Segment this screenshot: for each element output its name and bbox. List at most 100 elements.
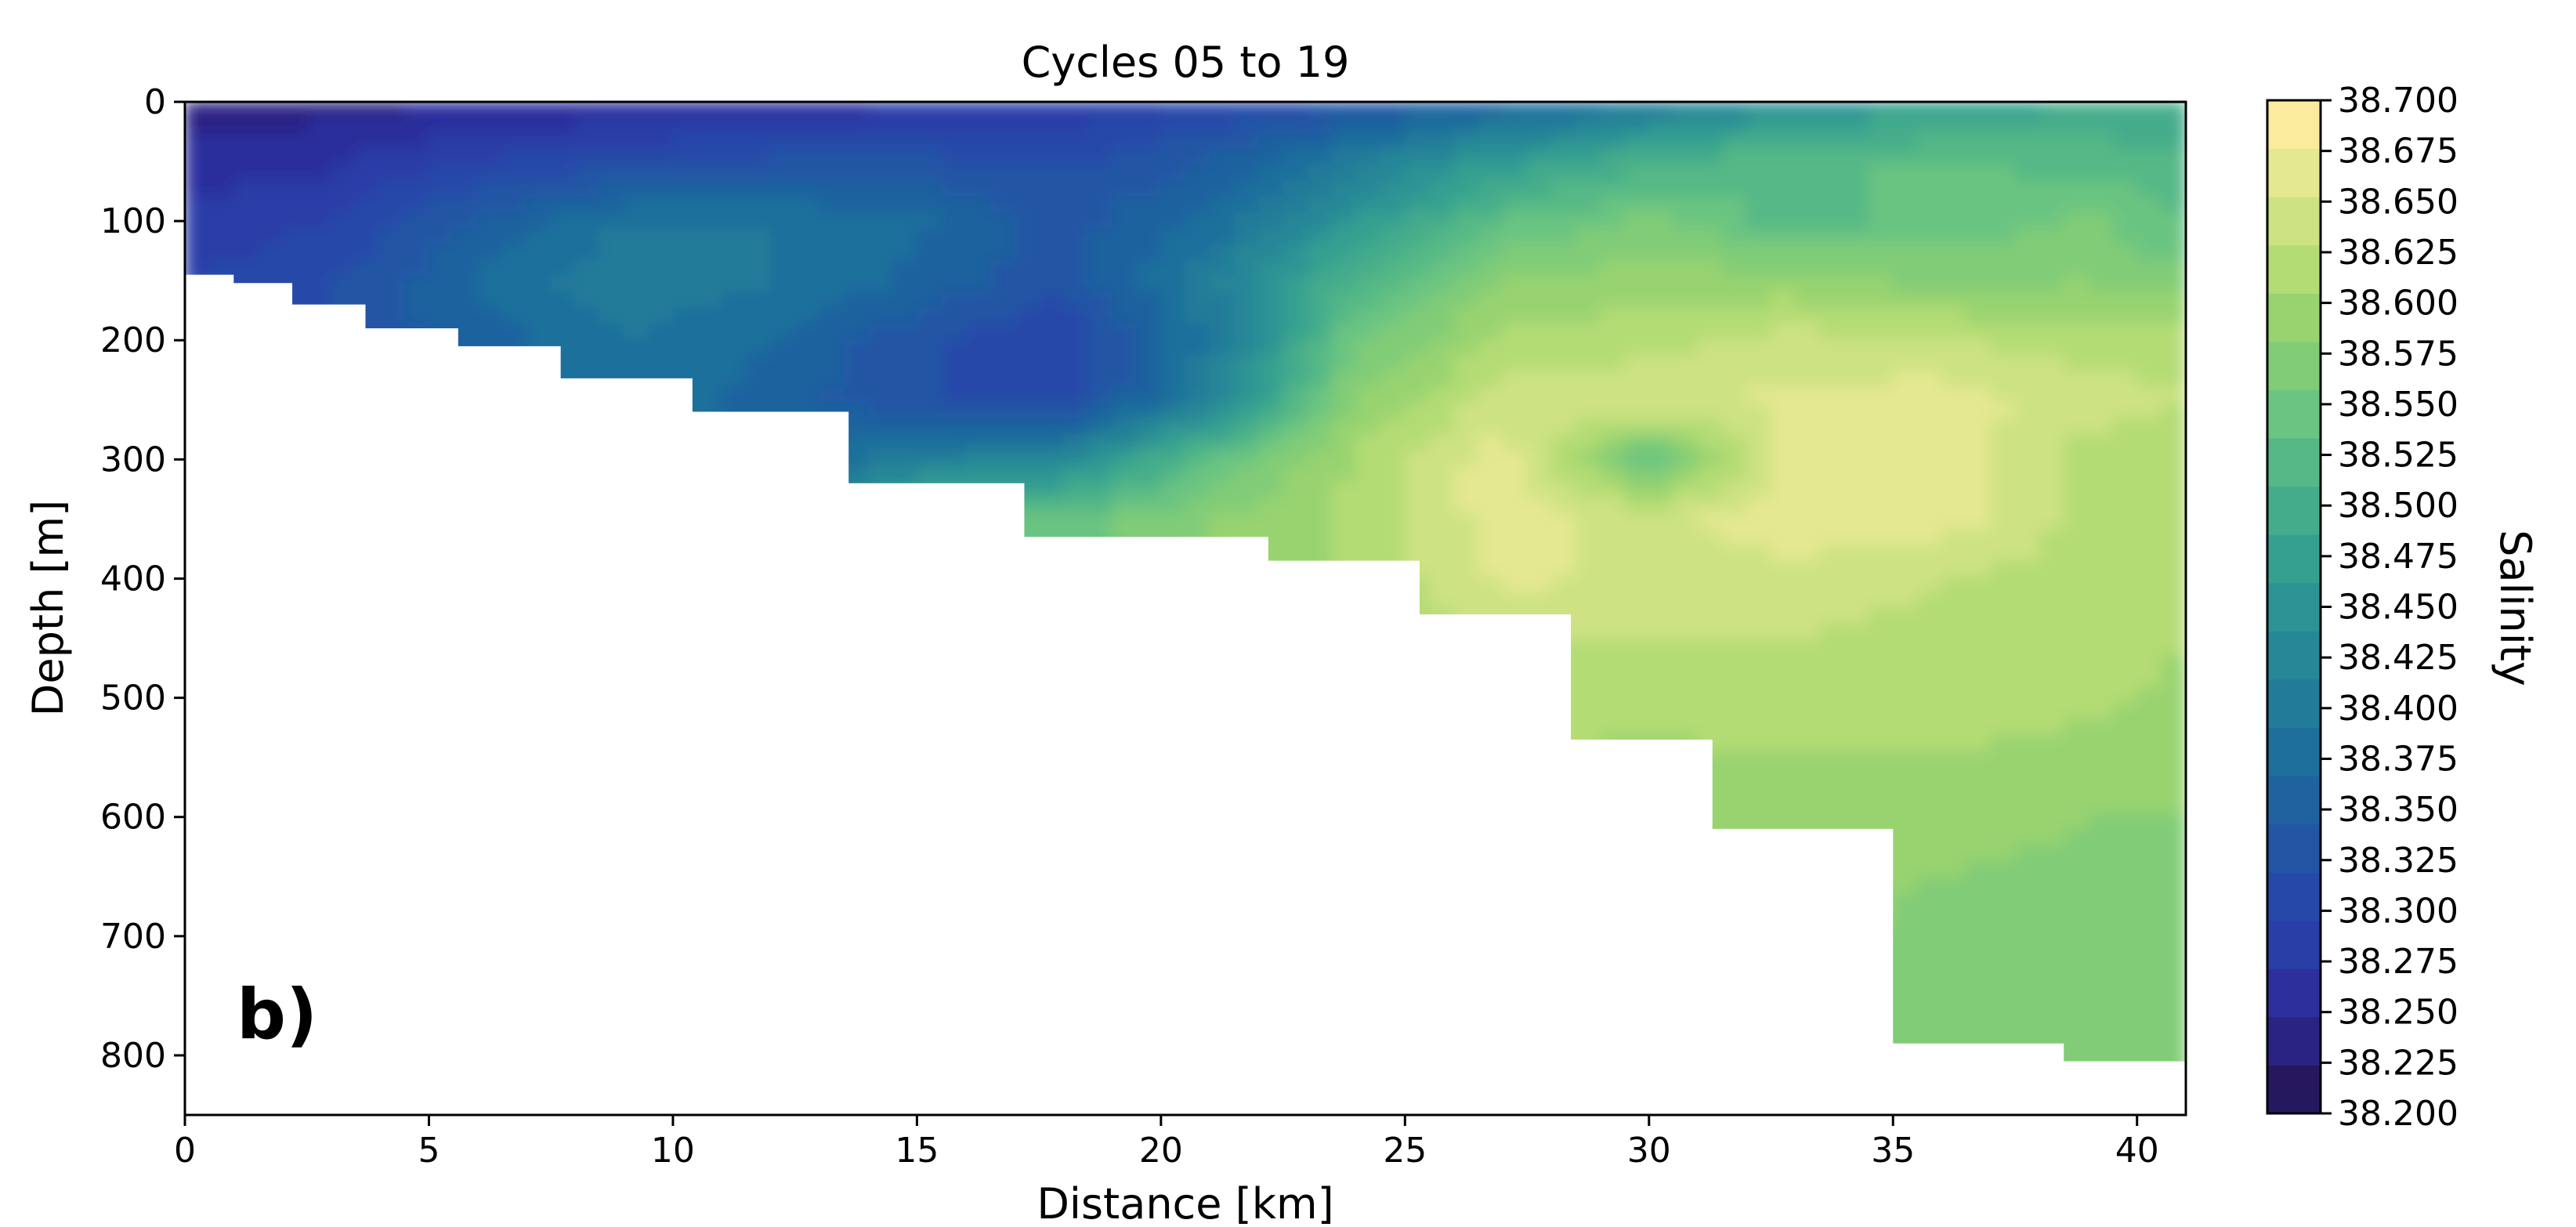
salinity-cell [624,956,649,974]
salinity-cell [1136,750,1162,768]
salinity-cell [1892,418,1919,436]
salinity-cell [2161,212,2186,230]
salinity-cell [819,386,845,404]
salinity-cell [794,798,820,816]
salinity-cell [2112,782,2138,799]
salinity-cell [892,402,918,420]
salinity-cell [1868,908,1894,926]
salinity-cell [185,228,211,245]
salinity-cell [1307,275,1333,293]
salinity-cell [1087,734,1113,752]
salinity-cell [819,512,845,530]
salinity-cell [1550,244,1577,261]
salinity-cell [1575,196,1601,214]
salinity-cell [2136,798,2162,816]
salinity-cell [1380,972,1406,990]
salinity-cell [1453,687,1479,704]
salinity-cell [672,1019,698,1037]
salinity-cell [721,718,747,737]
salinity-cell [2039,718,2065,737]
salinity-cell [1209,845,1236,863]
salinity-cell [1453,102,1479,119]
salinity-cell [941,718,967,737]
salinity-cell [1112,450,1138,467]
salinity-cell [1404,165,1431,182]
salinity-cell [1233,149,1260,166]
salinity-cell [1892,371,1919,388]
salinity-cell [916,180,942,198]
salinity-cell [1795,560,1821,578]
salinity-cell [1014,734,1040,752]
salinity-cell [794,512,820,530]
salinity-cell [1062,718,1089,737]
salinity-cell [1697,703,1724,720]
salinity-cell [672,465,698,483]
salinity-cell [916,576,942,594]
salinity-cell [1697,972,1724,990]
salinity-cell [794,608,820,625]
salinity-cell [819,465,845,483]
salinity-cell [843,212,870,230]
salinity-cell [550,354,577,372]
salinity-cell [1916,497,1943,515]
salinity-cell [1014,165,1040,182]
salinity-cell [1209,940,1236,957]
salinity-cell [477,1051,503,1062]
salinity-cell [1160,861,1186,878]
salinity-cell [1160,892,1186,910]
salinity-cell [624,766,649,784]
salinity-cell [965,212,991,230]
salinity-cell [574,371,601,388]
salinity-cell [1160,450,1186,467]
salinity-cell [1185,433,1211,451]
salinity-cell [1209,450,1236,467]
salinity-cell [453,972,479,990]
salinity-cell [1868,291,1894,309]
salinity-cell [1990,433,2016,451]
salinity-cell [1160,877,1186,895]
salinity-cell [1283,734,1308,752]
salinity-cell [2063,196,2089,214]
salinity-cell [1624,1051,1650,1062]
salinity-cell [745,497,772,515]
salinity-cell [2063,750,2089,768]
salinity-cell [1453,1051,1479,1062]
salinity-cell [843,972,870,990]
salinity-cell [379,639,406,657]
salinity-cell [2014,354,2041,372]
salinity-cell [1014,132,1040,150]
salinity-cell [2039,529,2065,546]
salinity-cell [941,639,967,657]
salinity-cell [1404,560,1431,578]
salinity-cell [892,671,918,689]
salinity-cell [2136,275,2162,293]
salinity-cell [379,481,406,499]
salinity-cell [1502,1035,1528,1053]
salinity-cell [1453,244,1479,261]
salinity-cell [1502,798,1528,816]
salinity-cell [916,196,942,214]
salinity-cell [1062,433,1089,451]
salinity-cell [1771,386,1796,404]
salinity-cell [185,798,211,816]
salinity-cell [1283,117,1308,135]
salinity-cell [550,259,577,277]
salinity-cell [1502,766,1528,784]
salinity-cell [1746,782,1772,799]
salinity-cell [794,433,820,451]
salinity-cell [355,275,382,293]
salinity-cell [819,497,845,515]
salinity-cell [916,512,942,530]
salinity-cell [1746,687,1772,704]
salinity-cell [2087,450,2114,467]
salinity-cell [453,892,479,910]
salinity-cell [990,734,1015,752]
salinity-cell [1843,987,1870,1005]
salinity-cell [648,956,674,974]
salinity-cell [867,576,894,594]
salinity-cell [429,323,454,340]
salinity-cell [1673,402,1699,420]
salinity-cell [1331,639,1357,657]
salinity-cell [965,545,991,562]
salinity-cell [648,465,674,483]
